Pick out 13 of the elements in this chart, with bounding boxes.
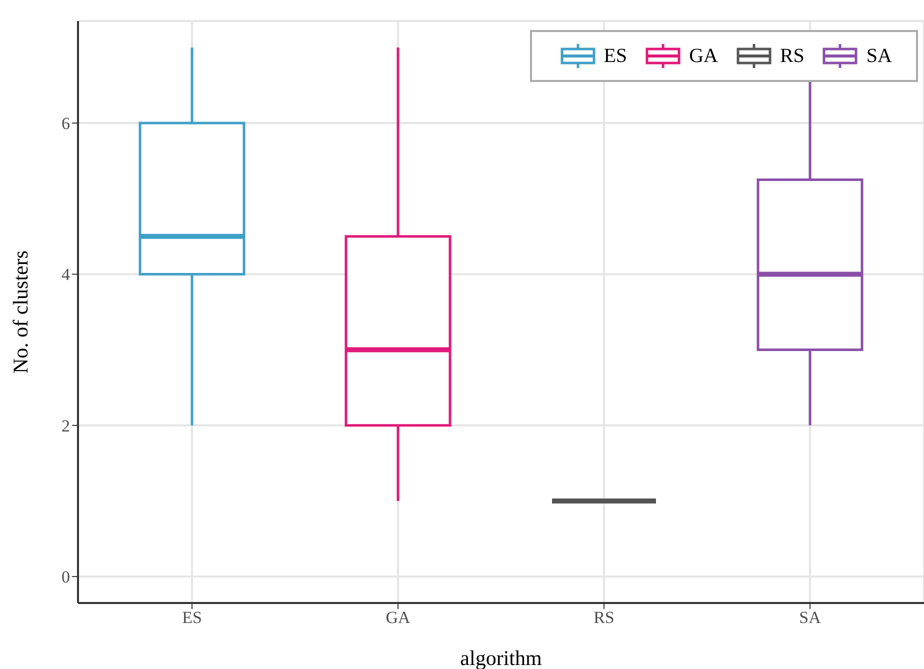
legend-label: ES xyxy=(604,44,628,68)
y-tick-label: 4 xyxy=(62,265,70,284)
legend-label: SA xyxy=(866,44,892,68)
y-tick-label: 6 xyxy=(62,114,70,134)
y-tick-label: 2 xyxy=(62,416,70,436)
x-tick-label: ES xyxy=(182,608,202,628)
x-tick-label: RS xyxy=(594,608,614,628)
x-tick-label: SA xyxy=(799,608,822,628)
legend-label: GA xyxy=(689,44,718,68)
y-axis-title: No. of clusters xyxy=(8,250,32,374)
x-tick-label: GA xyxy=(386,608,411,628)
y-tick-label: 0 xyxy=(62,568,70,587)
legend-label: RS xyxy=(780,44,804,68)
